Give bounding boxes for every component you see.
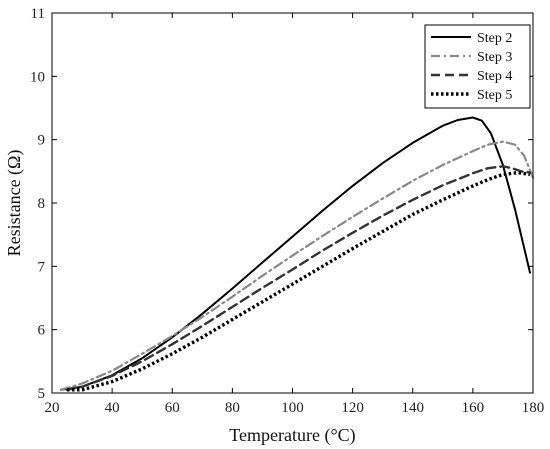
x-tick-label: 140 (402, 400, 425, 416)
x-tick-label: 20 (45, 400, 60, 416)
x-tick-label: 60 (165, 400, 180, 416)
x-tick-label: 100 (281, 400, 304, 416)
axis-ticks (51, 12, 534, 394)
y-tick-label: 9 (38, 133, 46, 149)
y-tick-label: 8 (38, 196, 46, 212)
x-axis-title: Temperature (°C) (229, 425, 355, 446)
series-line-step-5 (67, 170, 531, 392)
y-tick-label: 10 (30, 69, 45, 85)
x-tick-label: 160 (462, 400, 485, 416)
x-tick-labels: 20 40 60 80 100 120 140 160 180 (45, 400, 545, 416)
x-tick-label: 40 (105, 400, 120, 416)
x-tick-label: 180 (522, 400, 545, 416)
legend-label: Step 5 (477, 88, 512, 103)
y-tick-label: 6 (38, 323, 46, 339)
series-line-step-4 (65, 165, 532, 391)
series-lines (59, 116, 535, 392)
legend: Step 2 Step 3 Step 4 Step 5 (424, 24, 531, 109)
y-tick-label: 11 (31, 6, 45, 22)
y-tick-label: 5 (38, 386, 46, 402)
series-line-step-3 (59, 140, 535, 391)
x-tick-label: 80 (225, 400, 240, 416)
x-tick-label: 120 (341, 400, 364, 416)
legend-label: Step 4 (477, 69, 512, 84)
y-axis-title: Resistance (Ω) (4, 150, 25, 257)
y-tick-labels: 5 6 7 8 9 10 11 (30, 6, 46, 402)
y-tick-label: 7 (38, 259, 46, 275)
series-line-step-2 (60, 116, 531, 391)
legend-label: Step 2 (477, 31, 512, 46)
legend-label: Step 3 (477, 50, 512, 65)
